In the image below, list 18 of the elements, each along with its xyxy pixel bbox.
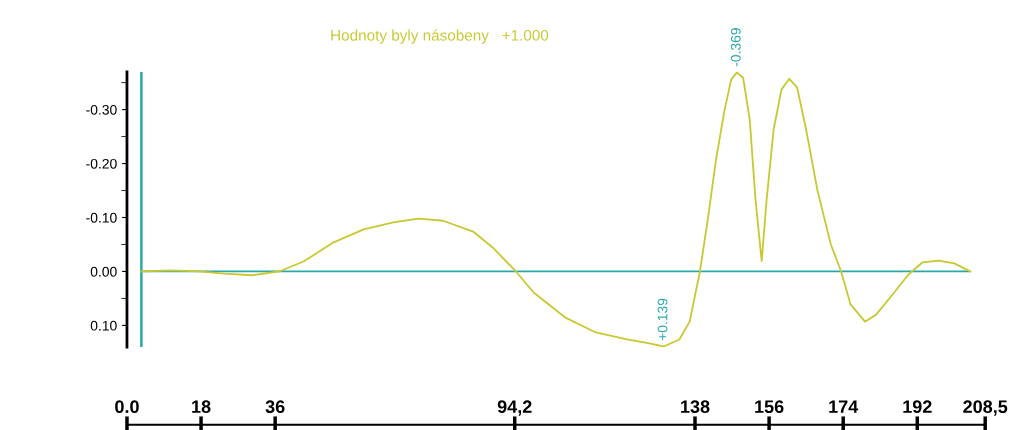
chart-title: Hodnoty byly násobeny +1.000 (331, 29, 549, 44)
line-series (140, 71, 972, 348)
y-tick-label: 0.00 (90, 266, 117, 277)
x-tick-label: 156 (755, 400, 784, 414)
y-tick-label: -0.10 (86, 212, 117, 223)
annotation: -0.369 (730, 28, 741, 67)
annotation: +0.139 (657, 298, 668, 341)
x-tick-label: 94,2 (497, 400, 532, 416)
y-tick-label: -0.30 (86, 104, 117, 115)
x-tick-label: 36 (265, 400, 285, 414)
x-tick-label: 0.0 (115, 400, 139, 414)
x-tick-label: 138 (681, 400, 710, 414)
x-tick-label: 174 (829, 400, 859, 413)
y-tick-label: -0.20 (86, 158, 117, 169)
x-tick-label: 18 (192, 400, 211, 414)
x-tick-label: 192 (903, 400, 932, 414)
x-tick-label: 208,5 (963, 400, 1008, 416)
y-tick-label: 0.10 (90, 320, 117, 331)
